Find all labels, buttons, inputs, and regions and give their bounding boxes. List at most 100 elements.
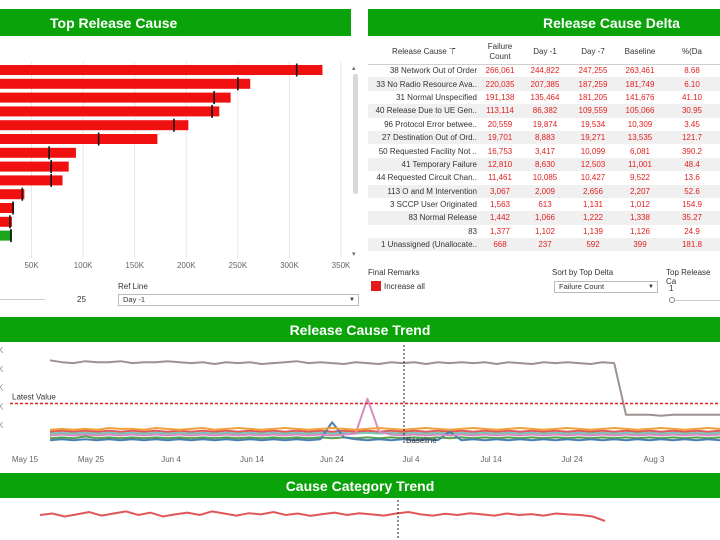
x-tick-label: 50K [24, 261, 39, 270]
release-cause-trend-title: Release Cause Trend [0, 317, 720, 342]
cause-category-trend-title: Cause Category Trend [0, 473, 720, 498]
table-row[interactable]: 33 No Radio Resource Ava.. 220,035 207,385… [368, 77, 720, 91]
bar [0, 106, 220, 117]
table-header-row: Release Cause ⊤̄ Failure Count Day -1 Da… [368, 40, 720, 65]
final-remarks-label: Final Remarks [368, 268, 420, 277]
value-cell: 19,271 [570, 130, 616, 145]
value-cell: 244,822 [530, 66, 560, 76]
value-cell: 390.2 [681, 146, 703, 156]
top-release-value: 1 [669, 284, 674, 293]
table-row[interactable]: 1 Unassigned (Unallocate.. 668 237 592 399 18… [368, 238, 720, 252]
increase-legend-label: Increase all [384, 282, 425, 291]
bar [0, 230, 12, 241]
y-tick-label: K [0, 384, 4, 393]
bar [0, 92, 231, 103]
cause-cell: 113 O and M Intervention [368, 184, 480, 198]
value-cell: 181.8 [664, 238, 720, 252]
x-tick-label: Jul 24 [561, 455, 583, 464]
table-row[interactable]: 83 Normal Release 1,442 1,066 1,222 1,338 35.… [368, 211, 720, 225]
y-tick-label: K [0, 365, 4, 374]
value-cell: 613 [538, 200, 552, 210]
sort-dropdown[interactable]: Failure Count ▼ [554, 281, 658, 293]
category-series-line [39, 510, 606, 522]
value-cell: 10,099 [580, 146, 606, 156]
value-cell: 12,810 [480, 157, 520, 172]
table-row[interactable]: 44 Requested Circuit Chan.. 11,461 10,085 1… [368, 171, 720, 184]
table-row[interactable]: 83 1,377 1,102 1,139 1,126 24.9 [368, 225, 720, 238]
value-cell: 52.6 [664, 184, 720, 198]
value-cell: 9,522 [629, 173, 651, 183]
bar [0, 65, 323, 75]
value-cell: 1,131 [582, 200, 604, 210]
col-baseline[interactable]: Baseline [616, 40, 664, 65]
bar [0, 147, 76, 158]
x-tick-label: Jun 4 [161, 455, 181, 464]
bar-chart-scrollbar[interactable]: ▴ ▾ [351, 62, 360, 258]
top-release-slider-handle[interactable] [669, 297, 675, 303]
value-cell: 8,883 [520, 130, 570, 145]
col-day-1[interactable]: Day -1 [520, 40, 570, 65]
value-cell: 19,874 [532, 119, 558, 129]
latest-value-label: Latest Value [12, 393, 56, 402]
ref-line-dropdown[interactable]: Day -1 ▼ [118, 294, 359, 306]
col-release-cause[interactable]: Release Cause ⊤̄ [368, 40, 480, 65]
value-cell: 263,461 [625, 66, 655, 76]
table-row[interactable]: 96 Protocol Error betwee.. 20,559 19,874 19… [368, 118, 720, 131]
value-cell: 1,563 [489, 200, 511, 210]
sort-value: Failure Count [559, 282, 605, 291]
value-cell: 113,114 [480, 104, 520, 118]
x-tick-label: 100K [74, 261, 93, 270]
cause-category-trend-chart [39, 500, 606, 540]
x-tick-label: Jun 14 [240, 455, 265, 464]
cause-cell: 3 SCCP User Originated [390, 200, 477, 210]
value-cell: 207,385 [520, 77, 570, 91]
col-percent-delta[interactable]: %(Da [664, 40, 720, 65]
value-cell: 48.4 [664, 157, 720, 172]
value-cell: 13.6 [684, 173, 700, 183]
ref-line-value: Day -1 [123, 295, 146, 304]
slider-value: 25 [77, 295, 86, 304]
y-tick-label: K [0, 346, 4, 355]
increase-legend-swatch [371, 281, 381, 291]
table-row[interactable]: 41 Temporary Failure 12,810 8,630 12,503 11,… [368, 157, 720, 172]
release-cause-delta-title: Release Cause Delta [368, 9, 720, 36]
col-failure-count[interactable]: Failure Count [480, 40, 520, 65]
value-cell: 2,009 [520, 184, 570, 198]
value-cell: 592 [570, 238, 616, 252]
table-row[interactable]: 40 Release Due to UE Gen.. 113,114 86,382 1… [368, 104, 720, 118]
table-row[interactable]: 3 SCCP User Originated 1,563 613 1,131 1,012… [368, 198, 720, 211]
value-cell: 13,535 [616, 130, 664, 145]
table-row[interactable]: 113 O and M Intervention 3,067 2,009 2,656 2… [368, 184, 720, 198]
x-tick-label: 200K [177, 261, 196, 270]
table-row[interactable]: 38 Network Out of Order 266,061 244,822 247… [368, 64, 720, 77]
top-release-slider-track[interactable] [675, 300, 720, 301]
cause-cell: 44 Requested Circuit Chan.. [376, 173, 478, 183]
value-cell: 668 [480, 238, 520, 252]
chevron-down-icon: ▼ [349, 297, 355, 303]
table-row[interactable]: 50 Requested Facility Not .. 16,753 3,417 1… [368, 144, 720, 157]
release-cause-delta-table: Release Cause ⊤̄ Failure Count Day -1 Da… [368, 40, 720, 252]
x-tick-label: 350K [332, 261, 351, 270]
table-row[interactable]: 31 Normal Unspecified 191,138 135,464 181,2… [368, 91, 720, 104]
value-cell: 399 [616, 238, 664, 252]
cause-cell: 50 Requested Facility Not .. [378, 146, 477, 156]
value-cell: 237 [520, 238, 570, 252]
value-cell: 135,464 [530, 92, 560, 102]
col-day-7[interactable]: Day -7 [570, 40, 616, 65]
cause-cell: 38 Network Out of Order [389, 66, 477, 76]
value-cell: 2,207 [616, 184, 664, 198]
sort-label: Sort by Top Delta [552, 268, 614, 277]
table-row[interactable]: 27 Destination Out of Ord.. 19,701 8,883 19… [368, 130, 720, 145]
svg-text:▾: ▾ [352, 251, 356, 258]
value-cell: 86,382 [520, 104, 570, 118]
chevron-down-icon: ▼ [648, 284, 654, 290]
x-tick-label: Jul 14 [480, 455, 502, 464]
y-tick-label: K [0, 402, 4, 411]
cause-cell: 41 Temporary Failure [368, 157, 480, 172]
cause-cell: 1 Unassigned (Unallocate.. [368, 238, 480, 252]
bar [0, 216, 12, 227]
slider-track[interactable] [0, 299, 45, 300]
x-tick-label: 250K [229, 261, 248, 270]
sort-icon[interactable]: ⊤̄ [448, 46, 456, 56]
